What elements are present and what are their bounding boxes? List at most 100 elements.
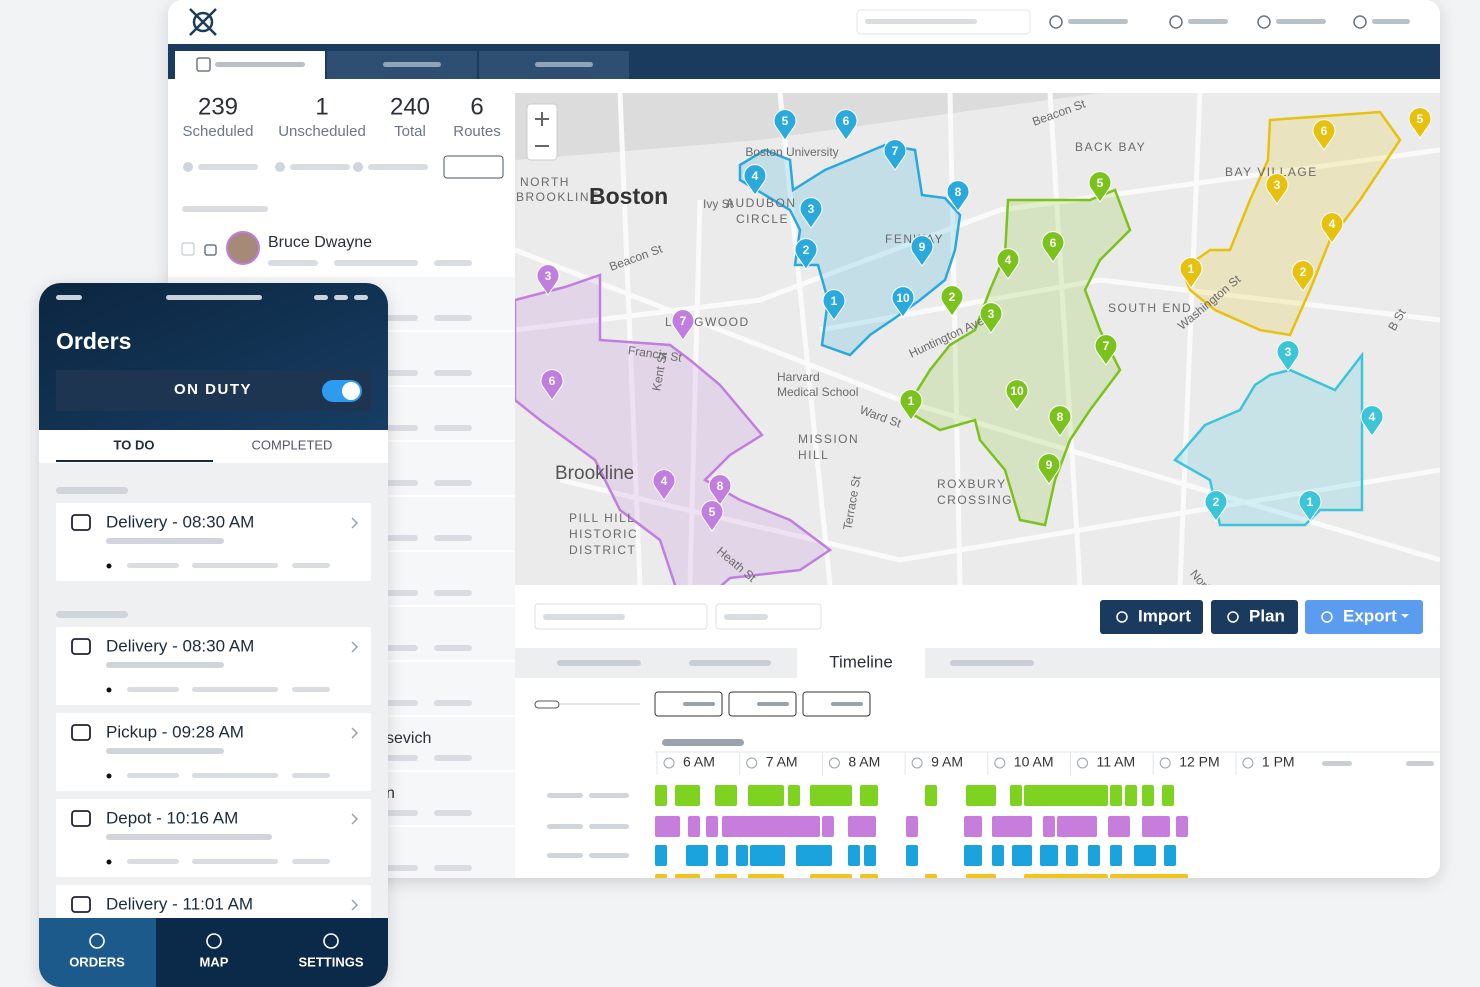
schedule-block[interactable] [686, 845, 708, 866]
map-pin[interactable] [899, 389, 923, 421]
schedule-block[interactable] [964, 845, 982, 866]
map-pin[interactable] [1320, 212, 1344, 244]
map-pin[interactable] [940, 285, 964, 317]
map-pin[interactable] [700, 500, 724, 532]
schedule-block[interactable] [655, 874, 667, 895]
nav-active[interactable] [39, 918, 156, 987]
schedule-block[interactable] [1142, 816, 1170, 837]
schedule-block[interactable] [1043, 816, 1055, 837]
map-pin[interactable] [1360, 405, 1384, 437]
map-pin[interactable] [1088, 171, 1112, 203]
nav-icon[interactable] [89, 933, 105, 949]
map-pin[interactable] [652, 469, 676, 501]
schedule-block[interactable] [1012, 845, 1032, 866]
map-pin[interactable] [1276, 340, 1300, 372]
checkbox[interactable] [181, 242, 195, 256]
schedule-block[interactable] [864, 845, 876, 866]
schedule-block[interactable] [1125, 785, 1137, 806]
map-pin[interactable] [743, 164, 767, 196]
map-pin[interactable] [1041, 231, 1065, 263]
map-pin[interactable] [883, 139, 907, 171]
action-button[interactable] [1305, 600, 1423, 634]
map-pin[interactable] [1179, 257, 1203, 289]
map-pin[interactable] [1298, 490, 1322, 522]
schedule-block[interactable] [722, 816, 820, 837]
map-pin[interactable] [891, 286, 915, 318]
menu-icon[interactable] [1049, 15, 1063, 29]
map-pin[interactable] [1048, 405, 1072, 437]
slider[interactable] [534, 700, 560, 709]
tab-active[interactable] [797, 648, 925, 678]
schedule-block[interactable] [810, 874, 852, 895]
schedule-block[interactable] [716, 845, 728, 866]
map-pin[interactable] [1204, 490, 1228, 522]
map-pin[interactable] [540, 369, 564, 401]
menu-icon[interactable] [1169, 15, 1183, 29]
schedule-block[interactable] [925, 874, 937, 895]
schedule-block[interactable] [992, 845, 1004, 866]
schedule-block[interactable] [1040, 845, 1058, 866]
schedule-block[interactable] [1110, 785, 1122, 806]
schedule-block[interactable] [750, 845, 785, 866]
map-pin[interactable] [773, 109, 797, 141]
schedule-block[interactable] [1176, 816, 1188, 837]
nav-icon[interactable] [323, 933, 339, 949]
map-pin[interactable] [1005, 379, 1029, 411]
schedule-block[interactable] [1134, 845, 1156, 866]
map-pin[interactable] [1094, 334, 1118, 366]
map-pin[interactable] [1408, 107, 1432, 139]
map-pin[interactable] [822, 289, 846, 321]
schedule-block[interactable] [810, 785, 852, 806]
schedule-block[interactable] [736, 845, 748, 866]
schedule-block[interactable] [715, 874, 737, 895]
map-pin[interactable] [536, 264, 560, 296]
schedule-block[interactable] [796, 845, 832, 866]
map-pin[interactable] [834, 109, 858, 141]
schedule-block[interactable] [1010, 785, 1022, 806]
schedule-block[interactable] [860, 785, 878, 806]
schedule-block[interactable] [848, 845, 860, 866]
schedule-block[interactable] [992, 816, 1032, 837]
schedule-block[interactable] [748, 785, 784, 806]
schedule-block[interactable] [966, 785, 996, 806]
schedule-block[interactable] [748, 874, 784, 895]
map-pin[interactable] [1037, 453, 1061, 485]
schedule-block[interactable] [1024, 785, 1108, 806]
schedule-block[interactable] [1108, 816, 1130, 837]
schedule-block[interactable] [1164, 845, 1176, 866]
map-pin[interactable] [708, 474, 732, 506]
schedule-block[interactable] [1057, 816, 1097, 837]
schedule-block[interactable] [925, 785, 937, 806]
action-button[interactable] [1211, 600, 1298, 634]
schedule-block[interactable] [688, 816, 700, 837]
map-pin[interactable] [946, 180, 970, 212]
schedule-block[interactable] [655, 845, 667, 866]
schedule-block[interactable] [860, 874, 878, 895]
menu-icon[interactable] [1353, 15, 1367, 29]
schedule-block[interactable] [906, 845, 918, 866]
map-pin[interactable] [671, 309, 695, 341]
action-button[interactable] [1100, 600, 1203, 634]
map-pin[interactable] [1312, 119, 1336, 151]
schedule-block[interactable] [1162, 785, 1174, 806]
map-pin[interactable] [1291, 260, 1315, 292]
schedule-block[interactable] [1110, 845, 1122, 866]
schedule-block[interactable] [848, 816, 876, 837]
toggle-button[interactable] [443, 155, 504, 179]
map-pin[interactable] [794, 238, 818, 270]
schedule-block[interactable] [706, 816, 718, 837]
map-pin[interactable] [1265, 173, 1289, 205]
schedule-block[interactable] [655, 816, 680, 837]
map-pin[interactable] [996, 248, 1020, 280]
schedule-block[interactable] [675, 874, 700, 895]
zoom-control[interactable] [526, 103, 558, 161]
schedule-block[interactable] [788, 785, 800, 806]
map-pin[interactable] [910, 235, 934, 267]
menu-icon[interactable] [1257, 15, 1271, 29]
schedule-block[interactable] [966, 874, 996, 895]
schedule-block[interactable] [655, 785, 667, 806]
schedule-block[interactable] [1110, 874, 1188, 895]
schedule-block[interactable] [1088, 845, 1100, 866]
schedule-block[interactable] [1024, 874, 1108, 895]
schedule-block[interactable] [1142, 785, 1154, 806]
